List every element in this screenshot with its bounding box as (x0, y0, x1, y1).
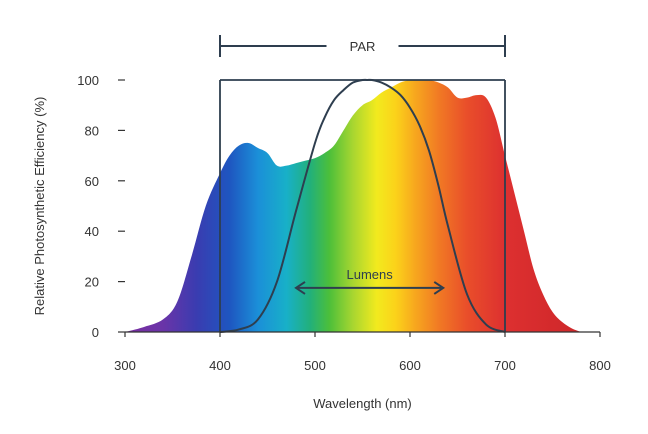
lumens-arrow-left-head (294, 281, 306, 295)
x-tick-label-300: 300 (114, 358, 136, 373)
y-tick-label-100: 100 (77, 73, 99, 88)
x-tick-label-600: 600 (399, 358, 421, 373)
x-tick-label-500: 500 (304, 358, 326, 373)
par-bracket (219, 35, 506, 57)
spectrum-area (125, 79, 581, 333)
x-axis-title: Wavelength (nm) (313, 396, 412, 411)
y-tick-label-20: 20 (85, 275, 99, 290)
y-tick-label-40: 40 (85, 224, 99, 239)
x-tick-label-800: 800 (589, 358, 611, 373)
y-tick-label-80: 80 (85, 123, 99, 138)
lumens-arrow (294, 281, 446, 295)
lumens-label: Lumens (347, 267, 394, 282)
y-tick-label-0: 0 (92, 325, 99, 340)
par-label: PAR (350, 39, 376, 54)
x-tick-label-700: 700 (494, 358, 516, 373)
lumens-curve (219, 78, 506, 333)
x-axis-ticks: 300 400 500 600 700 800 (114, 332, 611, 373)
y-axis-ticks: 0 20 40 60 80 100 (77, 73, 125, 340)
y-tick-label-60: 60 (85, 174, 99, 189)
y-axis-title: Relative Photosynthetic Efficiency (%) (32, 97, 47, 316)
x-tick-label-400: 400 (209, 358, 231, 373)
lumens-arrow-right-head (433, 281, 446, 295)
